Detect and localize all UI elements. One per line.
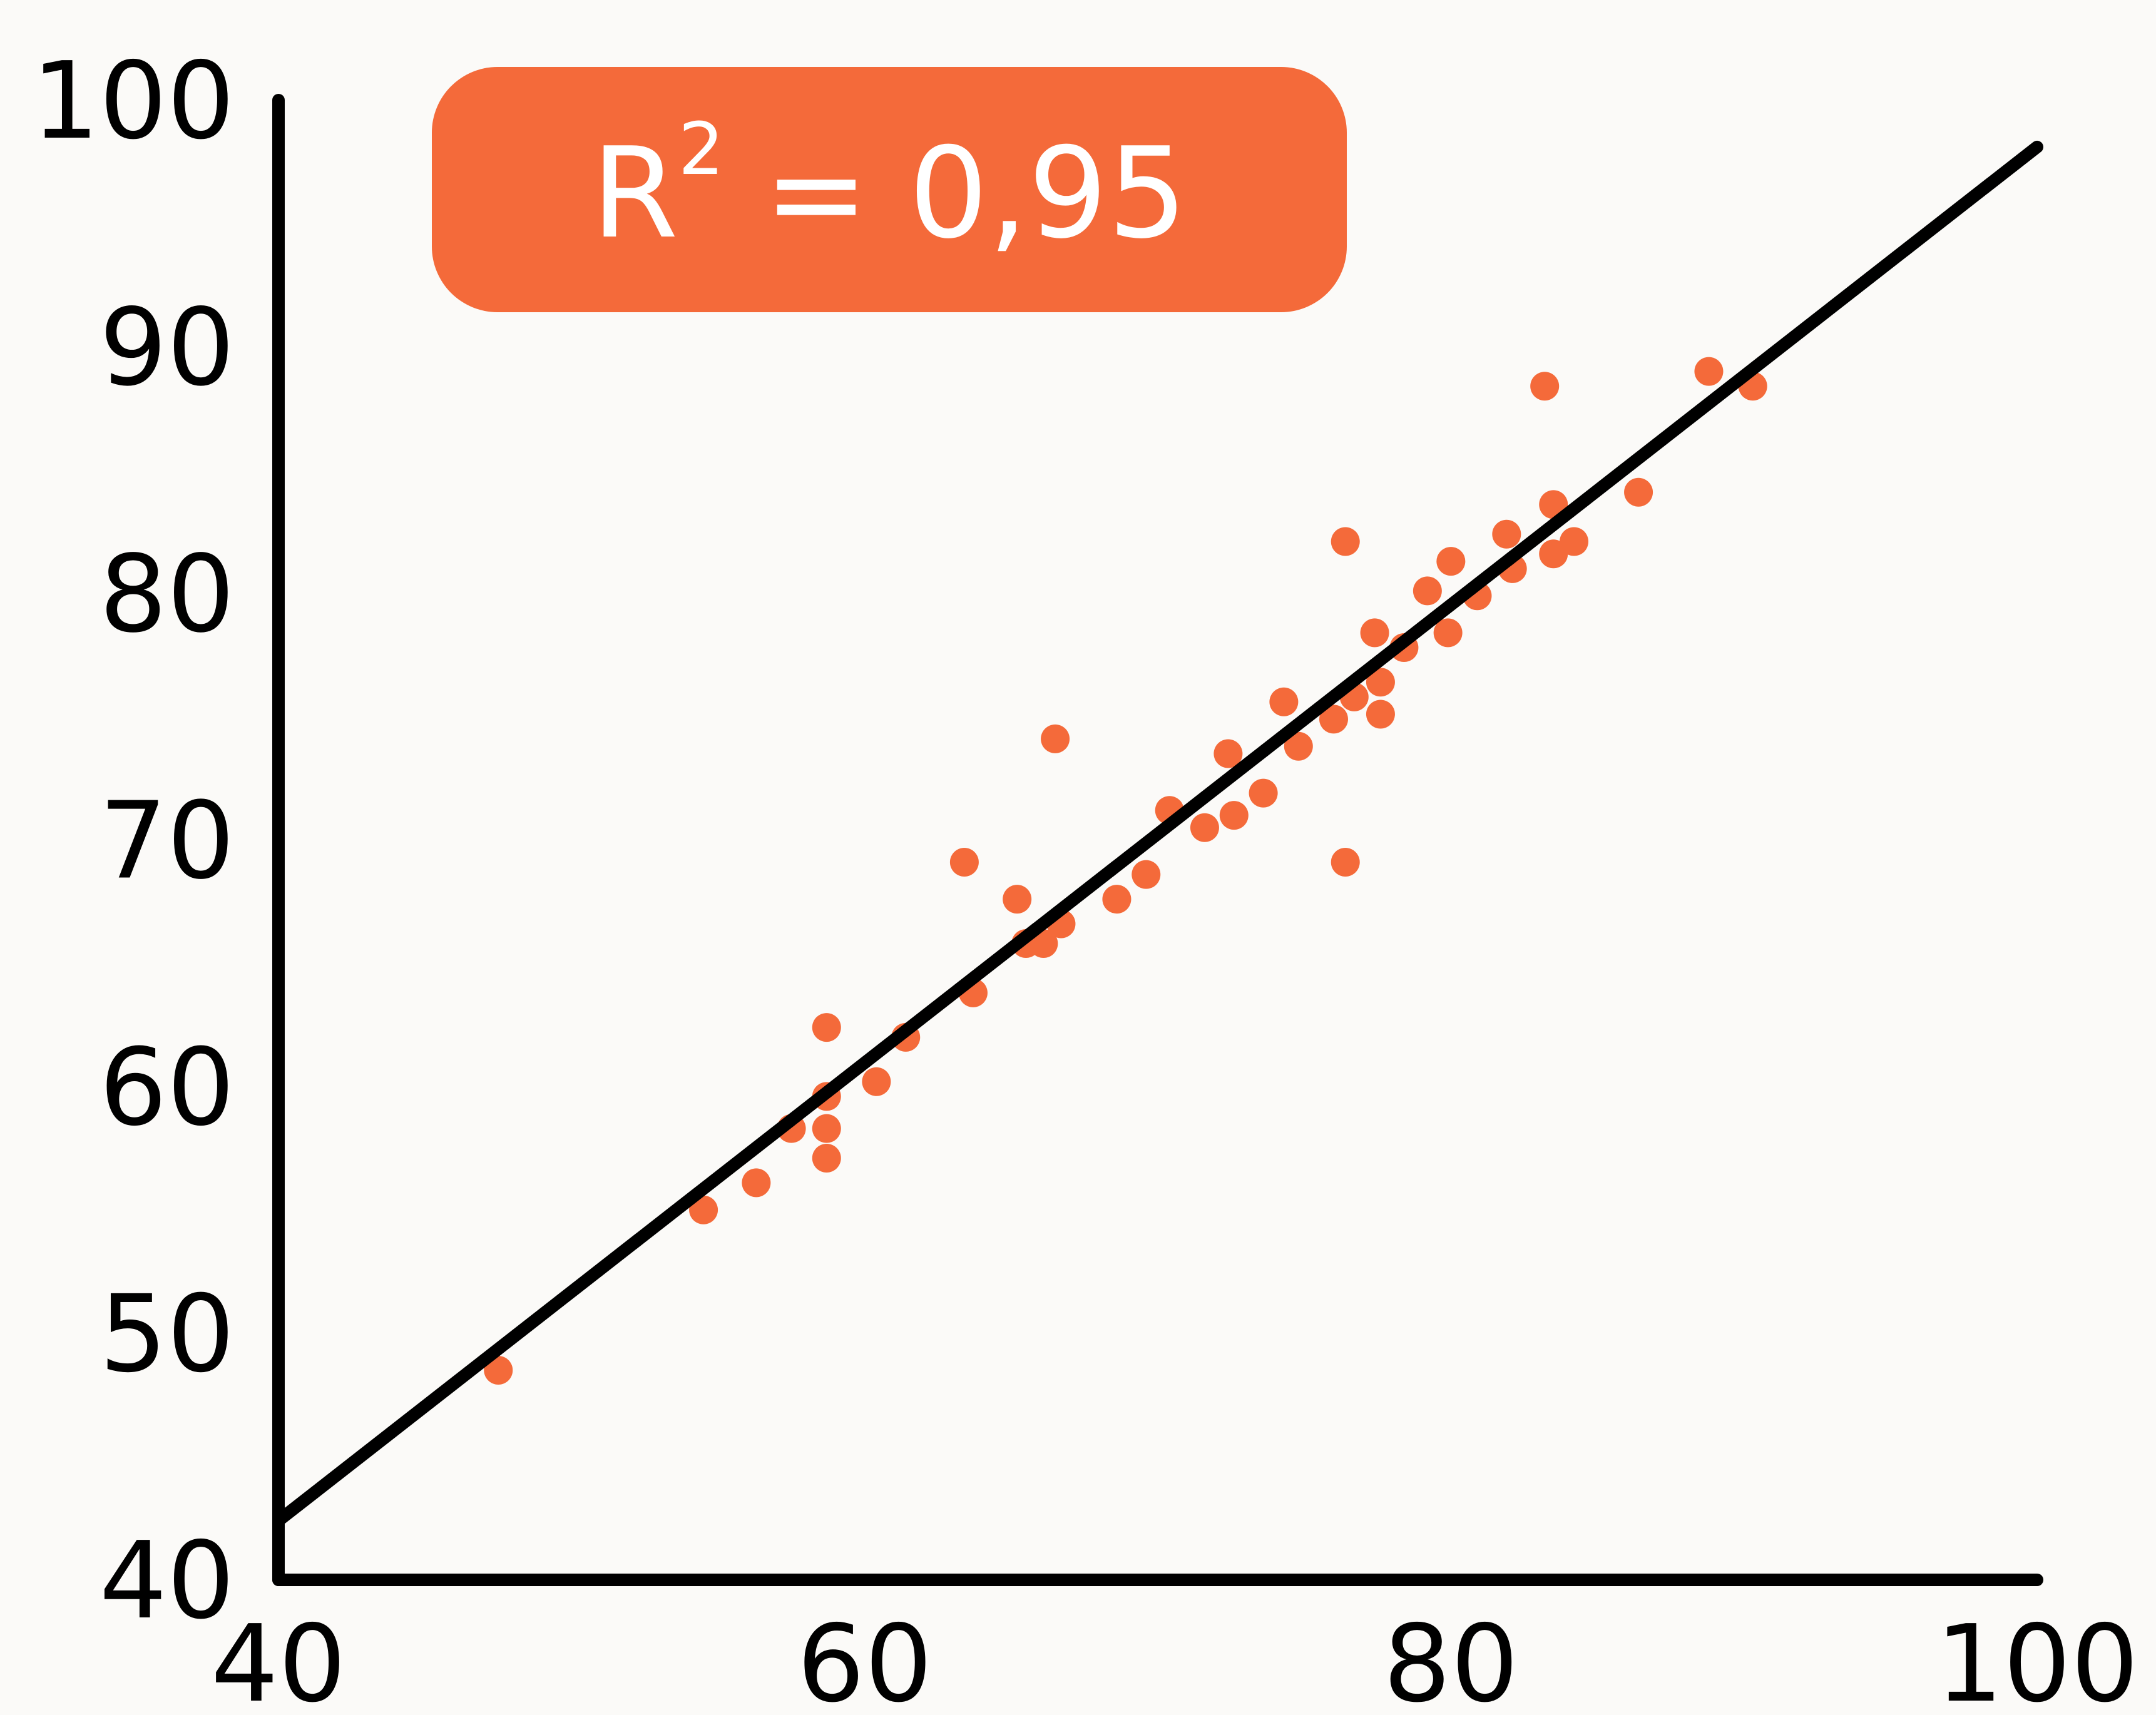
data-point-8 [812, 1143, 841, 1173]
badge-label-base: R [591, 121, 678, 267]
badge-label-sup: 2 [678, 108, 724, 191]
data-point-1 [484, 1355, 513, 1385]
y-tick-label-90: 90 [100, 286, 235, 410]
data-point-41 [1530, 372, 1560, 401]
y-tick-labels: 40 50 60 70 80 90 100 [32, 39, 235, 1643]
y-tick-label-80: 80 [100, 532, 235, 656]
data-point-9 [862, 1067, 891, 1096]
x-tick-label-40: 40 [211, 1602, 346, 1715]
y-tick-label-50: 50 [100, 1273, 235, 1397]
data-point-46 [1694, 357, 1724, 386]
data-point-32 [1366, 668, 1395, 697]
data-point-33 [1366, 700, 1395, 729]
data-point-44 [1560, 527, 1589, 556]
y-tick-label-70: 70 [100, 780, 235, 903]
data-point-24 [1249, 778, 1278, 808]
data-point-19 [1132, 860, 1161, 889]
data-point-18 [1102, 885, 1132, 914]
badge-label-rest: = 0,95 [724, 121, 1187, 267]
data-point-5 [812, 1013, 841, 1042]
data-point-29 [1331, 847, 1360, 877]
data-point-16 [1041, 724, 1070, 753]
data-point-25 [1269, 687, 1299, 716]
data-point-35 [1413, 576, 1442, 606]
data-point-7 [812, 1114, 841, 1143]
data-point-13 [1003, 885, 1032, 914]
x-tick-label-60: 60 [797, 1602, 932, 1715]
data-point-36 [1433, 618, 1463, 648]
data-point-21 [1190, 813, 1219, 842]
data-point-26 [1284, 731, 1313, 761]
data-point-31 [1360, 618, 1389, 648]
data-point-28 [1331, 527, 1360, 556]
data-point-22 [1213, 739, 1243, 768]
data-point-45 [1624, 477, 1653, 507]
badge-label: R2 = 0,95 [591, 108, 1187, 267]
data-point-11 [949, 847, 979, 877]
data-point-3 [742, 1168, 771, 1198]
y-tick-label-100: 100 [32, 39, 235, 163]
data-point-27 [1319, 705, 1348, 734]
y-tick-label-60: 60 [100, 1026, 235, 1150]
x-tick-labels: 40 60 80 100 [211, 1602, 2138, 1715]
data-point-37 [1436, 547, 1466, 576]
x-tick-label-100: 100 [1936, 1602, 2138, 1715]
data-point-23 [1219, 801, 1249, 830]
badge-background [432, 67, 1347, 312]
r-squared-badge: R2 = 0,95 [432, 67, 1347, 312]
x-tick-label-80: 80 [1383, 1602, 1518, 1715]
data-point-39 [1492, 519, 1521, 549]
data-point-2 [689, 1195, 718, 1224]
y-tick-label-40: 40 [100, 1519, 235, 1643]
trend-line [272, 140, 2043, 1527]
